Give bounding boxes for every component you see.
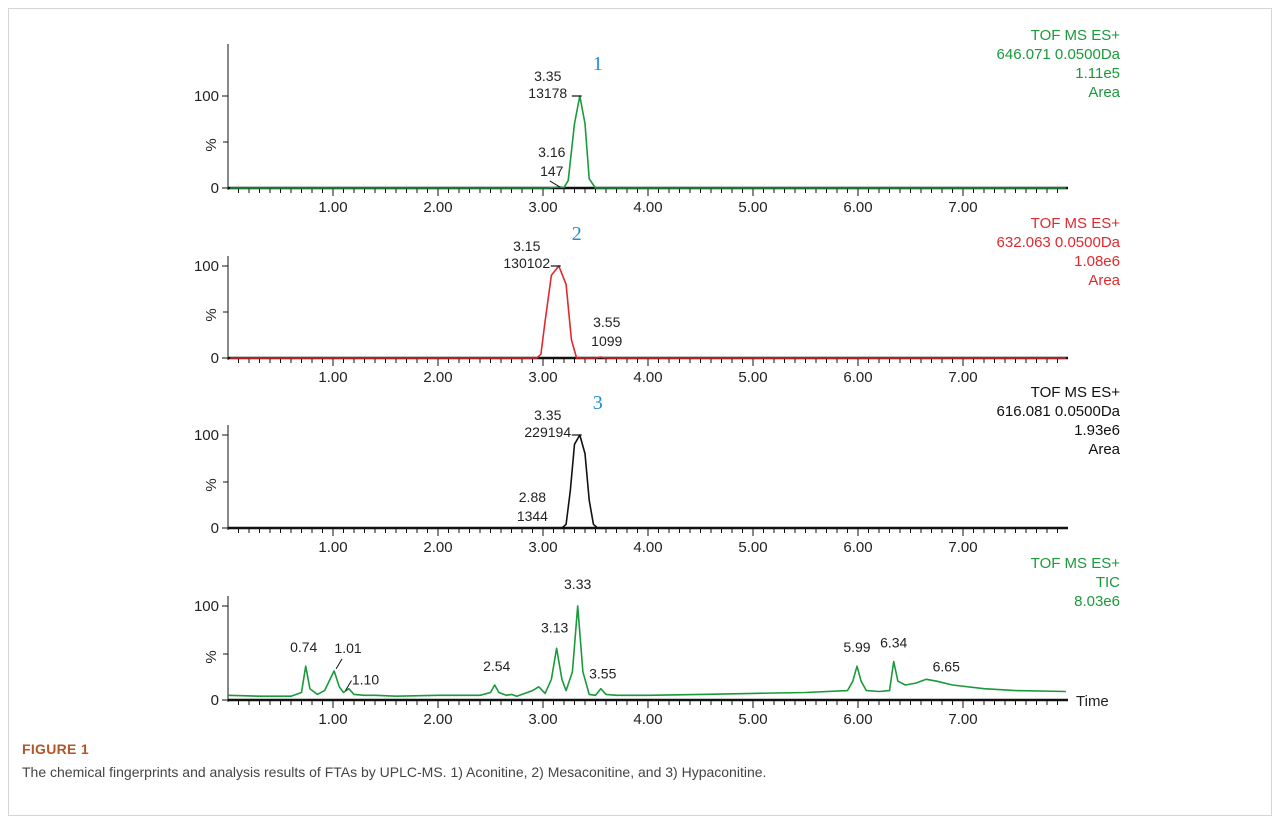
figure-caption-text: The chemical fingerprints and analysis r… [22,764,767,780]
peak-time-label: 1.01 [334,640,361,656]
trace-info-line: 646.071 0.0500Da [997,46,1121,63]
trace-info-line: 1.93e6 [1074,422,1120,439]
x-tick-label: 1.00 [318,711,347,728]
peak-time-label: 3.33 [564,576,591,592]
trace-info-line: Area [1088,441,1120,458]
chromatogram-panel-1: 1.00 2.00 3.00 4.00 5.00 6.00 7.00 100 0% 3.35131… [194,27,1121,216]
trace-info-line: TOF MS ES+ [1031,555,1121,572]
x-tick-label: 4.00 [633,369,662,386]
x-tick-label: 5.00 [738,369,767,386]
x-tick-label: 1.00 [318,539,347,556]
peak-time-label: 3.35 [534,68,561,84]
peak-marker [345,680,352,691]
chromatogram-panel-4: 1.00 2.00 3.00 4.00 5.00 6.00 7.00 100 0% 0.74 1.0… [194,555,1120,728]
trace-info-line: 632.063 0.0500Da [997,234,1121,251]
peak-number-label: 2 [572,223,582,245]
x-tick-label: 6.00 [843,199,872,216]
peak-time-label: 6.34 [880,634,907,650]
peak-time-label: 3.15 [513,238,540,254]
chromatogram-panel-3: 1.00 2.00 3.00 4.00 5.00 6.00 7.00 100 0% 3.35229… [194,384,1121,556]
trace-info-line: 1.11e5 [1075,65,1120,82]
x-tick-label: 6.00 [843,711,872,728]
trace-info-line: TOF MS ES+ [1031,27,1121,44]
x-tick-label: 3.00 [528,369,557,386]
y-axis-label: % [203,138,220,151]
trace-info-line: Area [1088,84,1120,101]
x-tick-label: 7.00 [948,711,977,728]
x-tick-label: 5.00 [738,711,767,728]
y-axis-label: % [203,308,220,321]
x-tick-label: 5.00 [738,539,767,556]
x-tick-label: 2.00 [423,369,452,386]
y-tick-label: 100 [194,427,219,444]
peak-area-label: 13178 [528,85,567,101]
peak-number-label: 1 [593,53,603,75]
peak-area-label: 1099 [591,333,622,349]
chromatogram-trace [230,434,1066,529]
trace-info-line: 8.03e6 [1074,593,1120,610]
trace-info-line: TIC [1096,574,1120,591]
chromatogram-trace [230,265,1066,359]
x-tick-label: 5.00 [738,199,767,216]
x-tick-label: 1.00 [318,369,347,386]
peak-time-label: 3.55 [593,314,620,330]
trace-info-line: Area [1088,272,1120,289]
figure-caption-title: FIGURE 1 [22,741,89,757]
peak-area-label: 229194 [524,424,571,440]
peak-time-label: 0.74 [290,639,317,655]
x-tick-label: 2.00 [423,539,452,556]
x-tick-label: 4.00 [633,199,662,216]
x-tick-label: 6.00 [843,369,872,386]
peak-area-label: 147 [540,163,564,179]
x-tick-label: 7.00 [948,199,977,216]
y-tick-label: 0 [211,180,219,197]
trace-info-line: TOF MS ES+ [1031,215,1121,232]
x-tick-label: 2.00 [423,711,452,728]
peak-time-label: 5.99 [843,639,870,655]
x-tick-label: 3.00 [528,711,557,728]
peak-time-label: 3.13 [541,619,568,635]
chromatogram-trace [227,605,1066,698]
y-tick-label: 100 [194,258,219,275]
y-axis-label: % [203,478,220,491]
y-axis-label: % [203,650,220,663]
peak-marker [335,658,343,670]
x-tick-label: 7.00 [948,369,977,386]
y-tick-label: 100 [194,88,219,105]
peak-marker [549,180,561,188]
peak-time-label: 1.10 [352,671,379,687]
figure-caption: FIGURE 1 The chemical fingerprints and a… [22,741,1252,780]
x-tick-label: 4.00 [633,539,662,556]
peak-time-label: 2.54 [483,658,510,674]
y-tick-label: 0 [211,520,219,537]
x-tick-label: 3.00 [528,539,557,556]
peak-time-label: 3.55 [589,666,616,682]
chromatogram-panel-2: 1.00 2.00 3.00 4.00 5.00 6.00 7.00 100 0% 3.15130… [194,215,1121,386]
x-axis-label: Time [1076,693,1109,710]
trace-info-line: 616.081 0.0500Da [997,403,1121,420]
y-tick-label: 0 [211,350,219,367]
chromatogram-figure: 1.00 2.00 3.00 4.00 5.00 6.00 7.001000%3.35131… [194,27,1121,728]
peak-area-label: 130102 [503,255,550,271]
x-tick-label: 3.00 [528,199,557,216]
trace-info-line: TOF MS ES+ [1031,384,1121,401]
chromatogram-trace [230,95,1066,189]
peak-time-label: 6.65 [933,658,960,674]
y-tick-label: 100 [194,598,219,615]
figure-frame [8,8,1272,816]
trace-info-line: 1.08e6 [1074,253,1120,270]
y-tick-label: 0 [211,692,219,709]
peak-time-label: 3.35 [534,407,561,423]
peak-number-label: 3 [593,392,603,414]
x-tick-label: 2.00 [423,199,452,216]
x-tick-label: 4.00 [633,711,662,728]
peak-time-label: 2.88 [519,489,546,505]
x-tick-label: 6.00 [843,539,872,556]
peak-time-label: 3.16 [538,144,565,160]
x-tick-label: 1.00 [318,199,347,216]
peak-area-label: 1344 [517,508,548,524]
x-tick-label: 7.00 [948,539,977,556]
